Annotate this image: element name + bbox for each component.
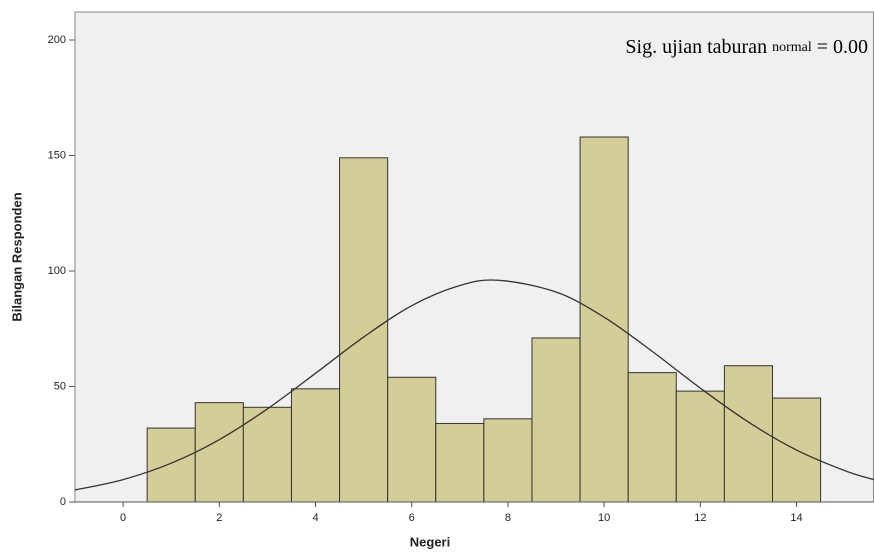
- x-tick-label: 8: [505, 512, 511, 524]
- y-axis-label: Bilangan Responden: [9, 192, 24, 321]
- bar: [579, 136, 629, 503]
- bar: [290, 388, 341, 503]
- x-tick-label: 12: [694, 512, 706, 524]
- x-tick-label: 4: [312, 512, 318, 524]
- bar: [387, 376, 437, 503]
- x-tick-label: 14: [790, 512, 802, 524]
- y-tick-label: 200: [48, 34, 66, 46]
- bar: [723, 365, 773, 503]
- bar: [675, 390, 725, 503]
- y-tick-label: 0: [60, 496, 66, 508]
- annotation-text: normal: [772, 40, 812, 55]
- y-tick-label: 100: [48, 265, 66, 277]
- x-tick-label: 6: [409, 512, 415, 524]
- x-tick-label: 2: [216, 512, 222, 524]
- bar: [339, 157, 389, 503]
- annotation-text: = 0.00: [817, 36, 868, 58]
- y-tick-label: 150: [48, 149, 66, 161]
- bar: [531, 337, 581, 503]
- bar: [194, 402, 244, 503]
- annotation-text: Sig. ujian taburan: [625, 36, 767, 58]
- x-tick-label: 10: [598, 512, 610, 524]
- normal-curve: [74, 279, 874, 491]
- x-axis-label: Negeri: [410, 534, 450, 549]
- bar: [435, 422, 485, 503]
- x-tick-label: 0: [120, 512, 126, 524]
- bar: [627, 372, 677, 503]
- annotation: Sig. ujian taburan normal = 0.00: [625, 36, 868, 58]
- bar: [242, 406, 292, 503]
- bar: [146, 427, 196, 503]
- y-tick-label: 50: [54, 380, 66, 392]
- bar: [483, 418, 533, 503]
